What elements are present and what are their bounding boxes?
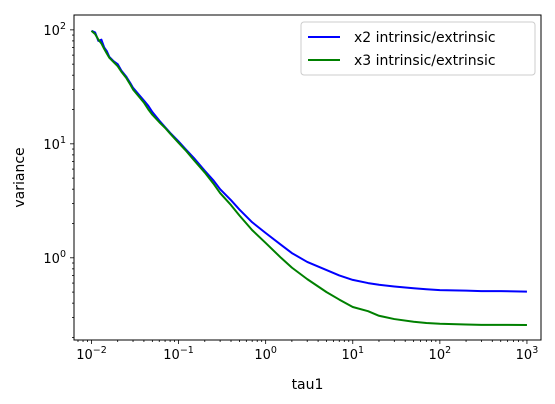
x-tick-label: 102 bbox=[429, 345, 452, 363]
x-tick-label: 103 bbox=[516, 345, 539, 363]
y-tick-label: 100 bbox=[43, 249, 66, 267]
y-tick-label: 102 bbox=[43, 21, 66, 39]
y-axis-label: variance bbox=[12, 147, 28, 207]
y-tick-label: 101 bbox=[43, 135, 66, 153]
x-tick-label: 100 bbox=[254, 345, 277, 363]
legend-box bbox=[300, 21, 536, 76]
x-tick-label: 10−2 bbox=[76, 345, 107, 363]
x-axis-ticks: 10−2 10−1 100 101 102 103 bbox=[76, 340, 538, 363]
legend-label-x3: x3 intrinsic/extrinsic bbox=[354, 53, 496, 69]
legend-label-x2: x2 intrinsic/extrinsic bbox=[354, 30, 496, 46]
y-axis-ticks: 100 101 102 bbox=[43, 21, 74, 338]
series-group bbox=[90, 29, 527, 327]
x-tick-label: 101 bbox=[341, 345, 364, 363]
x-axis-label: tau1 bbox=[292, 377, 324, 393]
series-line-0 bbox=[91, 29, 527, 293]
x-tick-label: 10−1 bbox=[163, 345, 194, 363]
legend: x2 intrinsic/extrinsic x3 intrinsic/extr… bbox=[300, 21, 536, 76]
series-line-1 bbox=[90, 30, 527, 327]
